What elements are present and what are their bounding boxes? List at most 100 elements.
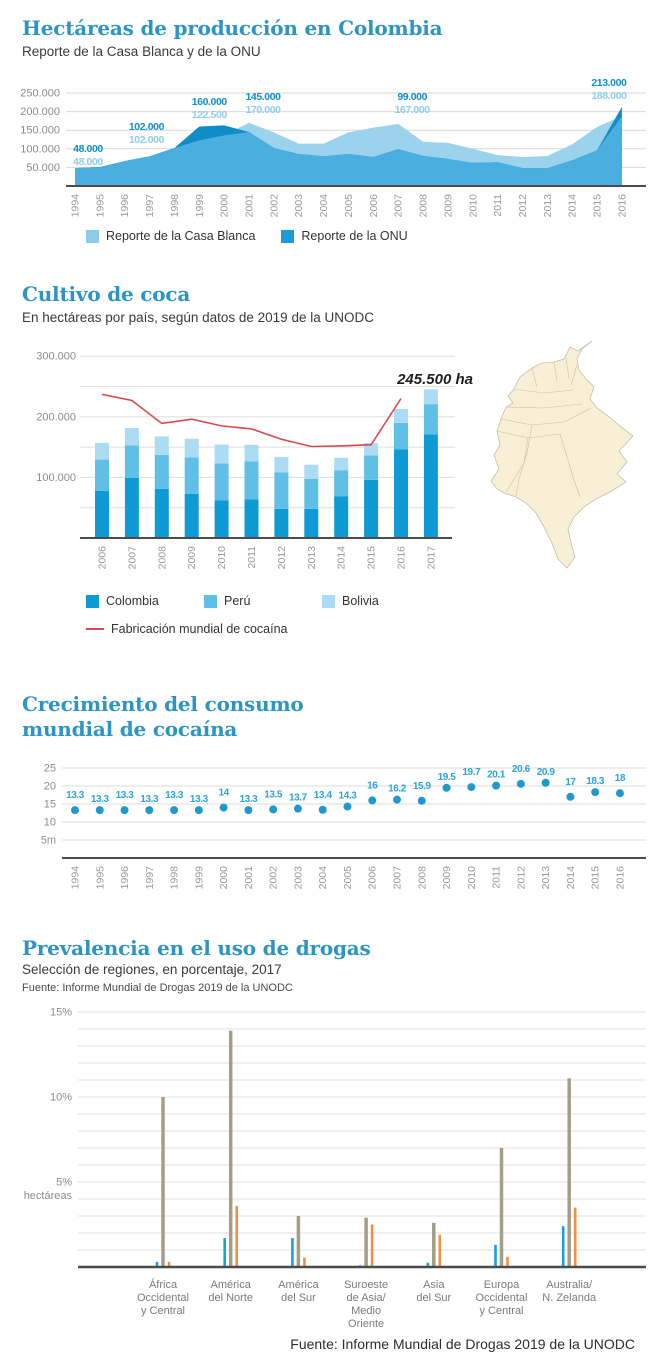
bar-serie-azul <box>291 1238 294 1267</box>
bar-Colombia <box>394 449 408 538</box>
bar-serie-naranja <box>506 1256 509 1267</box>
svg-text:50.000: 50.000 <box>26 162 60 174</box>
produccion-title: Hectáreas de producción en Colombia <box>22 16 443 40</box>
region-label: América del Sur <box>278 1279 319 1304</box>
svg-text:18.3: 18.3 <box>586 776 605 787</box>
peru-swatch <box>204 594 217 608</box>
bar-Bolivia <box>214 444 229 464</box>
produccion-legend: Reporte de la Casa Blanca Reporte de la … <box>86 229 434 243</box>
svg-text:2004: 2004 <box>317 866 329 890</box>
svg-text:200.000: 200.000 <box>20 106 60 118</box>
region-label: Australia/N. Zelanda <box>542 1279 597 1304</box>
bar-Bolivia <box>304 464 319 479</box>
bar-Colombia <box>95 490 109 538</box>
dot <box>417 796 426 805</box>
svg-text:300.000: 300.000 <box>36 351 76 363</box>
bar-serie-azul <box>561 1226 565 1267</box>
bar-Perú <box>124 445 139 479</box>
svg-text:16: 16 <box>367 780 378 791</box>
svg-text:2005: 2005 <box>342 866 354 890</box>
bar-Perú <box>304 478 319 509</box>
svg-text:2009: 2009 <box>441 866 453 890</box>
svg-text:2001: 2001 <box>243 866 255 890</box>
svg-text:2006: 2006 <box>367 866 379 890</box>
svg-text:48.000: 48.000 <box>73 143 103 155</box>
svg-text:15%: 15% <box>50 1007 72 1019</box>
svg-text:1998: 1998 <box>169 194 181 218</box>
svg-text:13.3: 13.3 <box>91 794 110 805</box>
svg-text:2007: 2007 <box>126 546 138 570</box>
svg-text:20.6: 20.6 <box>512 764 531 775</box>
svg-text:2002: 2002 <box>268 866 280 890</box>
svg-text:13.3: 13.3 <box>116 790 135 801</box>
svg-text:99.000: 99.000 <box>397 91 427 103</box>
bar-serie-azul <box>155 1261 159 1267</box>
bar-Colombia <box>423 434 438 538</box>
svg-text:2013: 2013 <box>542 194 554 218</box>
svg-text:14: 14 <box>218 788 229 799</box>
svg-text:1996: 1996 <box>119 866 131 890</box>
legend-item-onu: Reporte de la ONU <box>281 229 408 243</box>
svg-text:2003: 2003 <box>292 866 304 890</box>
svg-text:2014: 2014 <box>567 194 579 218</box>
bar-serie-azul <box>223 1238 226 1267</box>
dot <box>591 788 600 797</box>
svg-text:2003: 2003 <box>293 194 305 218</box>
svg-text:2009: 2009 <box>186 546 198 570</box>
svg-text:2012: 2012 <box>276 546 288 570</box>
bar-Perú <box>423 404 438 435</box>
svg-text:245.500 ha: 245.500 ha <box>396 371 473 388</box>
dot <box>95 806 104 815</box>
bar-Bolivia <box>364 443 379 456</box>
dot <box>244 806 253 815</box>
bar-Bolivia <box>334 457 349 471</box>
dot <box>492 781 501 790</box>
legend-label: Reporte de la Casa Blanca <box>106 229 256 243</box>
svg-text:13.3: 13.3 <box>140 794 159 805</box>
svg-text:2015: 2015 <box>592 194 604 218</box>
dot <box>170 806 179 815</box>
bar-serie-naranja <box>167 1261 171 1267</box>
svg-text:170.000: 170.000 <box>245 104 281 116</box>
svg-text:2010: 2010 <box>216 546 228 570</box>
svg-text:1994: 1994 <box>70 194 82 218</box>
svg-text:18: 18 <box>615 773 626 784</box>
onu-swatch <box>281 229 295 243</box>
dot <box>120 806 129 815</box>
bar-serie-azul <box>426 1262 430 1267</box>
bar-Colombia <box>364 479 379 538</box>
bar-Colombia <box>274 508 289 538</box>
bar-Colombia <box>124 478 139 538</box>
cultivo-subtitle: En hectáreas por país, según datos de 20… <box>22 310 374 325</box>
svg-text:15: 15 <box>44 799 56 811</box>
area-overlap <box>75 116 622 186</box>
cultivo-legend: Colombia Perú Bolivia <box>86 594 440 608</box>
dot <box>219 803 228 812</box>
dot <box>442 783 451 792</box>
prevalencia-grouped-bar-chart: 15% 10% 5%hectáreas África Occidental y Centr… <box>24 1007 646 1330</box>
svg-text:167.000: 167.000 <box>395 104 431 116</box>
bar-Colombia <box>214 500 229 538</box>
bar-serie-gris <box>296 1216 301 1267</box>
legend-item-peru: Perú <box>204 594 322 608</box>
svg-text:1995: 1995 <box>94 866 106 890</box>
svg-text:17: 17 <box>565 777 576 788</box>
svg-text:250.000: 250.000 <box>20 88 60 100</box>
svg-text:1995: 1995 <box>94 194 106 218</box>
region-label: Asia del Sur <box>416 1279 451 1304</box>
bar-serie-naranja <box>573 1207 577 1267</box>
svg-text:1999: 1999 <box>193 866 205 890</box>
bar-serie-gris <box>567 1078 571 1267</box>
svg-text:2004: 2004 <box>318 194 330 218</box>
bar-Perú <box>394 422 408 450</box>
svg-text:2014: 2014 <box>565 866 577 890</box>
svg-text:14.3: 14.3 <box>339 791 358 802</box>
world-cocaine-line <box>101 393 402 448</box>
svg-text:122.500: 122.500 <box>192 109 228 121</box>
dot <box>368 796 377 805</box>
svg-text:2011: 2011 <box>246 546 258 569</box>
svg-text:145.000: 145.000 <box>245 91 281 103</box>
cultivo-line-legend: Fabricación mundial de cocaína <box>86 622 288 636</box>
svg-text:2009: 2009 <box>442 194 454 218</box>
svg-text:2005: 2005 <box>343 194 355 218</box>
